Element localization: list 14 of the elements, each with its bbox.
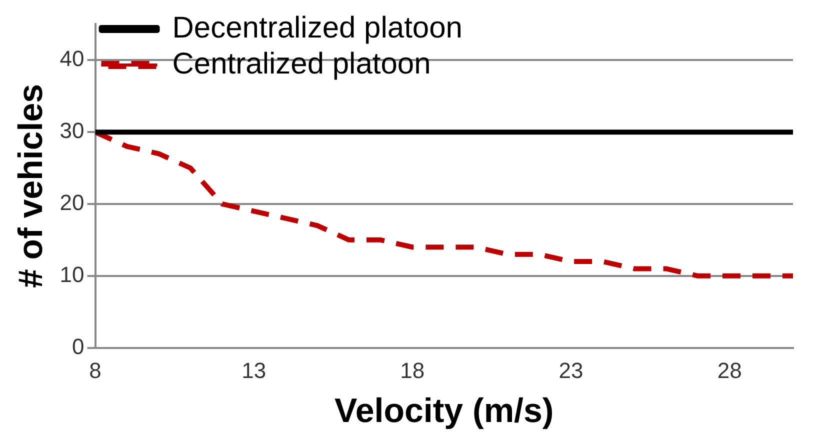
y-tick-label: 0: [72, 334, 84, 359]
x-tick-label: 23: [558, 358, 584, 384]
x-axis-title: Velocity (m/s): [334, 392, 554, 430]
x-tick-label: 18: [400, 358, 425, 384]
y-axis-title: # of vehicles: [12, 84, 50, 288]
legend-label: Decentralized platoon: [172, 11, 462, 44]
x-tick-label: 8: [89, 358, 102, 384]
x-tick-label: 28: [717, 358, 742, 384]
x-tick-label: 13: [242, 358, 266, 384]
y-tick-label: 40: [60, 46, 84, 72]
y-tick-label: 20: [60, 190, 84, 216]
y-tick-label: 10: [60, 262, 84, 287]
legend-label: Centralized platoon: [172, 47, 431, 80]
y-tick-label: 30: [60, 118, 84, 144]
